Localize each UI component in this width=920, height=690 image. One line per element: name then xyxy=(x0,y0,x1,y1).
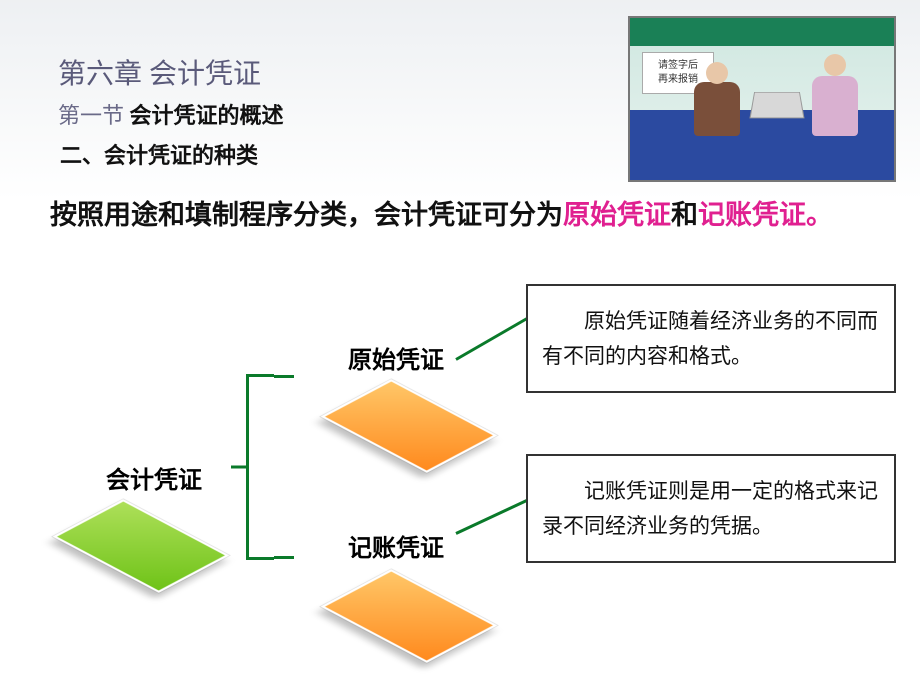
connector-top xyxy=(455,315,531,361)
subheading: 二、会计凭证的种类 xyxy=(60,138,258,170)
section-prefix: 第一节 xyxy=(58,103,130,128)
desc-box-top: 原始凭证随着经济业务的不同而有不同的内容和格式。 xyxy=(526,284,896,393)
diagram: 会计凭证 原始凭证 记账凭证 原始凭证随着经济业务的不同而有不同的内容和格式。 … xyxy=(46,256,896,616)
bracket-stub-mid xyxy=(231,466,249,469)
desc-box-bottom: 记账凭证则是用一定的格式来记录不同经济业务的凭据。 xyxy=(526,454,896,563)
root-node xyxy=(66,496,216,596)
branch-top-label: 原始凭证 xyxy=(348,340,444,375)
sentence-highlight-1: 原始凭证 xyxy=(563,200,671,230)
branch-bottom-node xyxy=(334,566,484,666)
root-rhombus xyxy=(53,499,230,593)
illus-note-line1: 请签字后 xyxy=(647,59,709,73)
bracket xyxy=(246,374,274,560)
main-sentence: 按照用途和填制程序分类，会计凭证可分为原始凭证和记账凭证。 xyxy=(50,196,880,235)
connector-bottom xyxy=(455,496,534,535)
branch-bottom-label: 记账凭证 xyxy=(348,528,444,563)
chapter-title: 第六章 会计凭证 xyxy=(58,52,284,92)
branch-top-rhombus xyxy=(321,379,498,473)
sentence-tail: 。 xyxy=(806,200,833,230)
bracket-stub-top xyxy=(274,375,294,378)
branch-top-node xyxy=(334,376,484,476)
bracket-stub-bottom xyxy=(274,556,294,559)
section-name: 会计凭证的概述 xyxy=(130,103,284,128)
sentence-highlight-2: 记账凭证 xyxy=(698,200,806,230)
section-line: 第一节 会计凭证的概述 xyxy=(58,98,284,130)
slide-header: 第六章 会计凭证 第一节 会计凭证的概述 xyxy=(58,52,284,130)
corner-illustration: 请签字后 再来报销 xyxy=(628,16,896,182)
sentence-mid: 和 xyxy=(671,200,698,230)
illus-person-right xyxy=(812,76,858,136)
desc-top-text: 原始凭证随着经济业务的不同而有不同的内容和格式。 xyxy=(542,304,880,373)
illus-top-band xyxy=(630,18,894,46)
sentence-pre: 按照用途和填制程序分类，会计凭证可分为 xyxy=(50,200,563,230)
desc-bottom-text: 记账凭证则是用一定的格式来记录不同经济业务的凭据。 xyxy=(542,474,880,543)
root-label: 会计凭证 xyxy=(106,460,202,495)
branch-bottom-rhombus xyxy=(321,569,498,663)
illus-person-left xyxy=(694,82,740,136)
illus-laptop xyxy=(749,92,804,118)
